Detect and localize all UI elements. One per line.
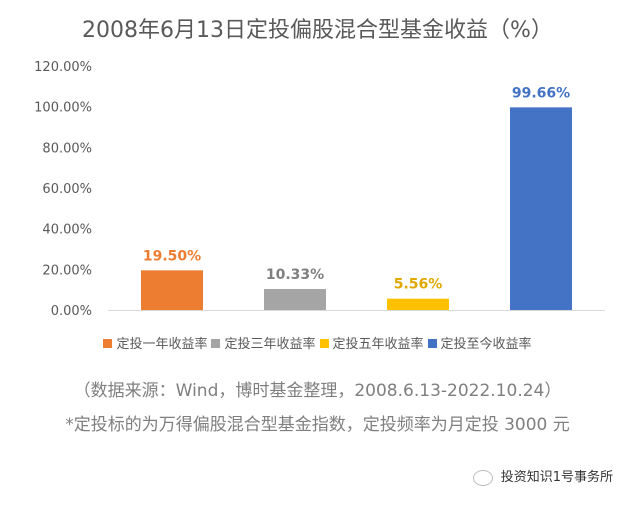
watermark: 投资知识1号事务所 (472, 466, 613, 486)
legend-label: 定投一年收益率 (116, 337, 208, 352)
legend: 定投一年收益率 定投三年收益率 定投五年收益率 定投至今收益率 (0, 333, 635, 352)
legend-item: 定投一年收益率 (103, 333, 207, 352)
data-label: 5.56% (394, 277, 443, 293)
bar-chart: 0.00% 20.00% 40.00% 60.00% 80.00% 100.00% 120.… (34, 60, 605, 319)
legend-label: 定投五年收益率 (332, 337, 424, 352)
bar (510, 107, 572, 310)
wechat-icon (472, 469, 493, 486)
legend-label: 定投三年收益率 (224, 337, 316, 352)
bar (264, 288, 326, 310)
y-tick-label: 60.00% (42, 182, 92, 197)
y-tick-label: 120.00% (34, 60, 92, 75)
bar (141, 270, 203, 310)
legend-swatch (211, 339, 221, 348)
y-tick-label: 20.00% (42, 263, 92, 278)
legend-swatch (103, 339, 113, 348)
y-tick-label: 80.00% (42, 141, 92, 156)
legend-swatch (319, 339, 329, 348)
y-tick-label: 0.00% (51, 304, 92, 319)
legend-label: 定投至今收益率 (440, 337, 532, 352)
bar (387, 298, 449, 310)
legend-swatch (427, 339, 437, 348)
chart-title: 2008年6月13日定投偏股混合型基金收益（%） (82, 18, 553, 43)
source-note: （数据来源：Wind，博时基金整理，2008.6.13-2022.10.24） (73, 381, 562, 401)
legend-item: 定投五年收益率 (319, 333, 424, 352)
y-tick-label: 40.00% (42, 223, 92, 238)
watermark-text: 投资知识1号事务所 (500, 470, 613, 485)
footnote: *定投标的为万得偏股混合型基金指数，定投频率为月定投 3000 元 (65, 415, 570, 435)
data-label: 10.33% (266, 267, 324, 283)
data-label: 99.66% (512, 85, 570, 101)
legend-item: 定投三年收益率 (211, 333, 316, 352)
legend-item: 定投至今收益率 (427, 333, 532, 352)
y-tick-label: 100.00% (34, 101, 92, 116)
data-label: 19.50% (143, 248, 201, 264)
